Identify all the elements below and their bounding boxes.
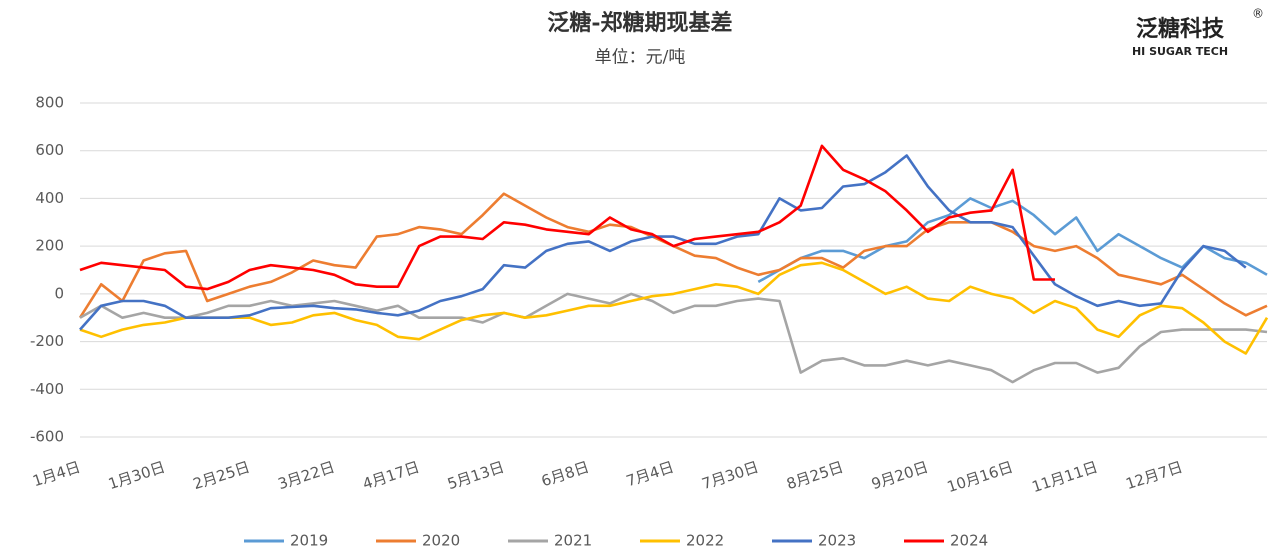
x-tick-label: 4月17日 [360,458,421,493]
y-tick-label: -600 [30,428,64,446]
y-tick-label: -200 [30,332,64,350]
y-tick-label: 400 [35,189,64,207]
logo-subtitle: HI SUGAR TECH [1132,45,1228,58]
series-line [78,192,1268,319]
legend-label: 2020 [422,532,460,550]
series-line [79,292,1268,384]
legend-label: 2019 [290,532,328,550]
x-tick-label: 7月4日 [624,458,676,490]
legend-label: 2021 [554,532,592,550]
y-tick-label: -400 [30,380,64,398]
y-tick-label: 200 [35,237,64,255]
legend-label: 2022 [686,532,724,550]
y-tick-label: 800 [35,94,64,112]
legend-label: 2024 [950,532,988,550]
series-line [757,197,1268,284]
x-tick-label: 9月20日 [869,458,930,493]
logo-name: 泛糖科技 [1136,16,1225,42]
series-line [79,261,1269,355]
x-tick-label: 1月4日 [30,458,82,490]
legend-label: 2023 [818,532,856,550]
x-tick-label: 5月13日 [445,458,506,493]
x-tick-label: 2月25日 [191,458,252,493]
x-tick-label: 8月25日 [784,458,845,493]
series-line [79,144,1055,291]
chart-subtitle: 单位：元/吨 [595,48,686,68]
x-tick-label: 12月7日 [1124,458,1185,493]
x-tick-label: 10月16日 [945,458,1015,496]
logo-mark: ® [1252,7,1264,21]
y-tick-label: 600 [35,141,64,159]
y-tick-label: 0 [54,284,64,302]
chart-title: 泛糖-郑糖期现基差 [547,10,732,36]
x-tick-label: 6月8日 [539,458,591,490]
x-tick-label: 3月22日 [276,458,337,493]
x-tick-label: 1月30日 [106,458,167,493]
x-tick-label: 7月30日 [700,458,761,493]
x-tick-label: 11月11日 [1030,458,1100,496]
